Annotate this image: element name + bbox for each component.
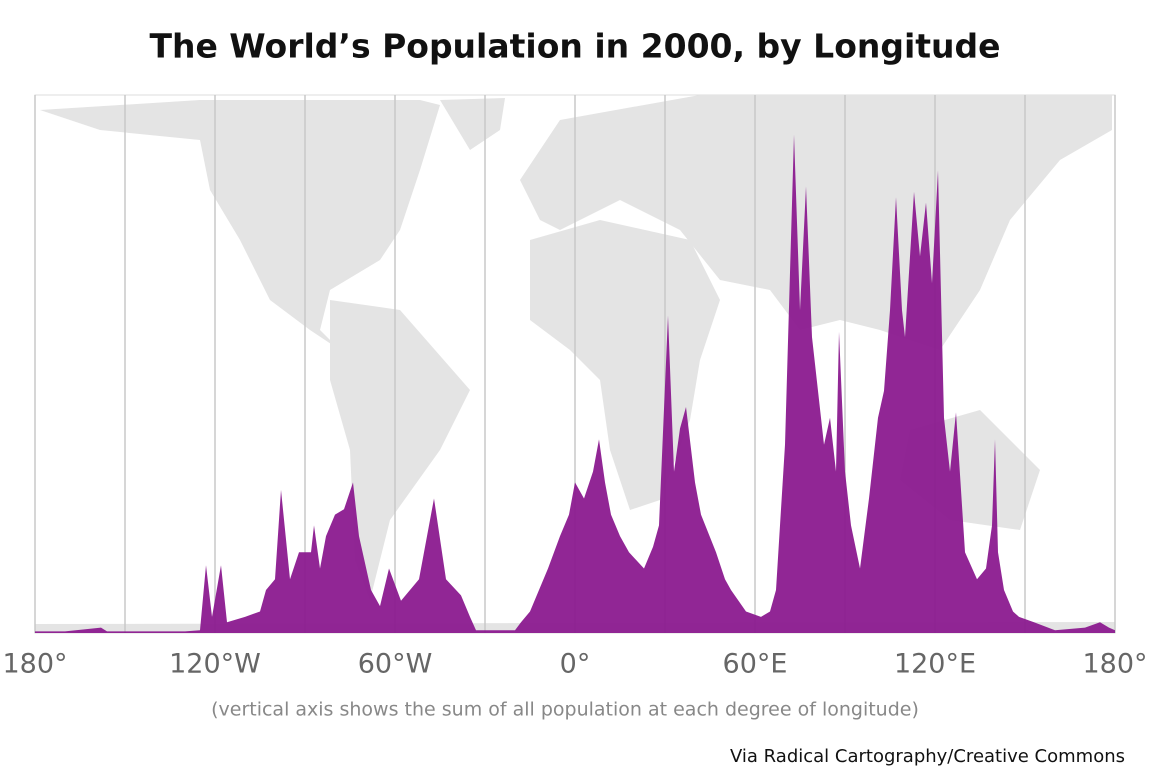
marks xyxy=(35,134,1115,633)
x-tick-label: 180° xyxy=(2,649,67,680)
x-tick-label: 0° xyxy=(560,649,591,680)
population-area xyxy=(35,134,1115,633)
south-america xyxy=(330,300,470,600)
x-tick-label: 180° xyxy=(1082,649,1147,680)
x-tick-label: 120°E xyxy=(894,649,976,680)
labels: 180° 120°W 60°W 0° 60°E 120°E 180° xyxy=(2,649,1147,680)
chart-title: The World’s Population in 2000, by Longi… xyxy=(149,27,1000,66)
greenland xyxy=(440,98,505,150)
eurasia xyxy=(520,95,1112,350)
source: Via Radical Cartography/Creative Commons xyxy=(730,746,1125,767)
x-tick-label: 60°E xyxy=(723,649,788,680)
x-tick-label: 120°W xyxy=(169,649,261,680)
north-america xyxy=(40,100,440,350)
axis-note: (vertical axis shows the sum of all popu… xyxy=(211,699,919,721)
x-tick-label: 60°W xyxy=(358,649,433,680)
